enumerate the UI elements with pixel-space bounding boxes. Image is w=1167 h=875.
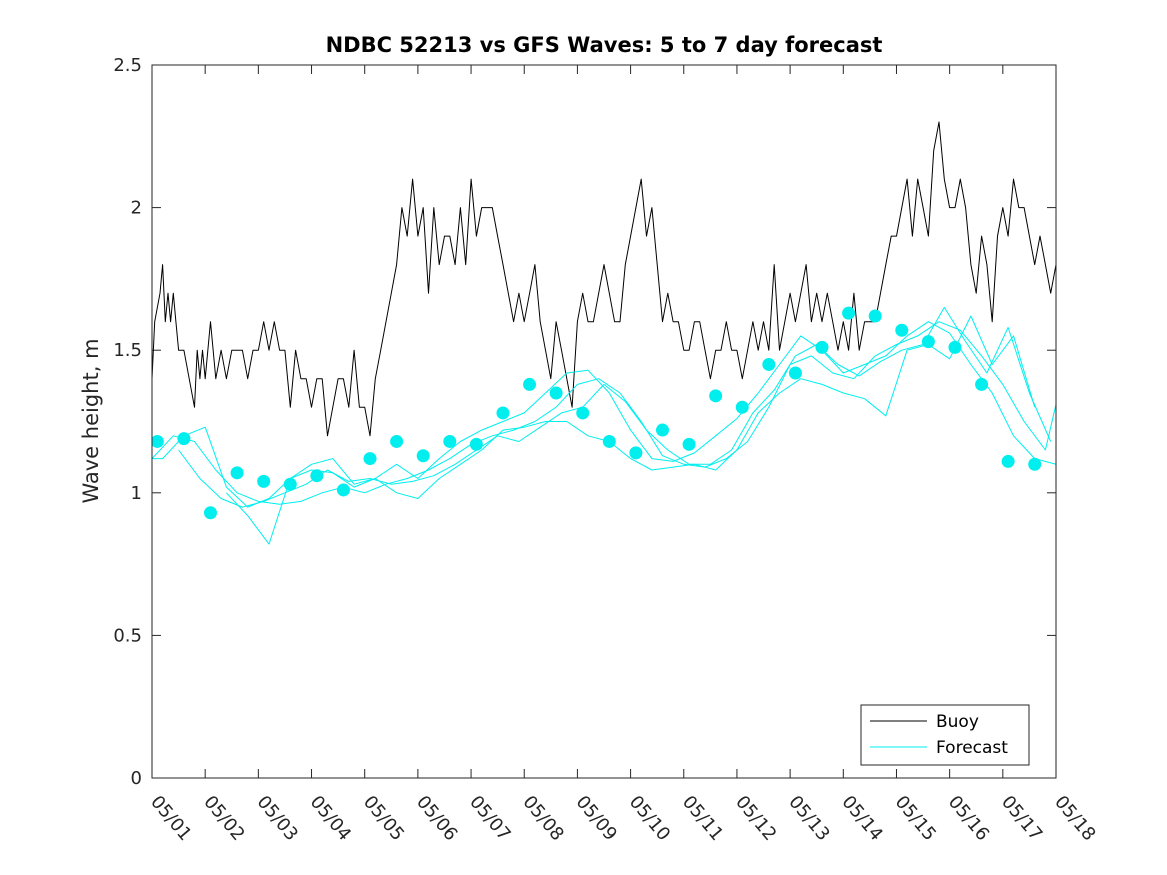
- forecast-marker: [363, 452, 377, 466]
- plot-frame: [151, 64, 1057, 779]
- forecast-marker: [336, 483, 350, 497]
- forecast-series-line: [152, 321, 1056, 505]
- forecast-marker: [576, 406, 590, 420]
- legend: Buoy Forecast: [860, 704, 1030, 766]
- x-tick-label: 05/10: [625, 792, 674, 845]
- forecast-marker: [868, 309, 882, 323]
- x-tick-label: 05/06: [412, 792, 461, 845]
- y-tick-label: 2: [131, 198, 142, 219]
- x-tick-label: 05/05: [359, 792, 408, 845]
- forecast-marker: [629, 446, 643, 460]
- x-tick-label: 05/18: [1050, 792, 1099, 845]
- forecast-marker: [523, 377, 537, 391]
- x-tick-label: 05/01: [146, 792, 195, 845]
- forecast-marker: [735, 400, 749, 414]
- x-tick-label: 05/11: [678, 792, 727, 845]
- x-tick-label: 05/12: [731, 792, 780, 845]
- forecast-marker: [549, 386, 563, 400]
- forecast-marker: [682, 437, 696, 451]
- forecast-marker: [257, 474, 271, 488]
- legend-box: [860, 704, 1030, 766]
- chart-title: NDBC 52213 vs GFS Waves: 5 to 7 day fore…: [326, 33, 883, 57]
- x-tick-label: 05/03: [253, 792, 302, 845]
- forecast-marker: [152, 434, 164, 448]
- y-tick-label: 0.5: [113, 625, 142, 646]
- x-tick-labels: 05/01 05/02 05/03 05/04 05/05 05/06 05/07 05/08…: [146, 792, 1099, 845]
- forecast-marker: [230, 466, 244, 480]
- x-tick-label: 05/04: [306, 792, 355, 845]
- forecast-series-line: [178, 306, 1052, 508]
- legend-forecast-label: Forecast: [936, 738, 1008, 758]
- forecast-marker: [895, 323, 909, 337]
- forecast-marker: [709, 389, 723, 403]
- y-tick-label: 1: [131, 483, 142, 504]
- x-tick-label: 05/07: [465, 792, 514, 845]
- x-tick-label: 05/16: [944, 792, 993, 845]
- forecast-marker: [416, 449, 430, 463]
- y-tick-labels: 0 0.5 1 1.5 2 2.5: [113, 55, 142, 789]
- forecast-marker: [496, 406, 510, 420]
- forecast-marker: [842, 306, 856, 320]
- y-tick-label: 0: [131, 768, 142, 789]
- forecast-marker: [443, 434, 457, 448]
- y-axis-label: Wave height, m: [79, 338, 103, 503]
- x-tick-label: 05/14: [837, 792, 886, 845]
- forecast-series-line: [226, 315, 1036, 545]
- x-tick-label: 05/02: [199, 792, 248, 845]
- x-tick-label: 05/08: [518, 792, 567, 845]
- y-tick-label: 2.5: [113, 55, 142, 76]
- x-tick-label: 05/09: [572, 792, 621, 845]
- forecast-marker: [975, 377, 989, 391]
- buoy-series-line: [152, 121, 1056, 437]
- forecast-marker: [762, 357, 776, 371]
- forecast-marker: [815, 340, 829, 354]
- forecast-marker: [203, 506, 217, 520]
- x-tick-label: 05/15: [891, 792, 940, 845]
- x-tick-label: 05/17: [997, 792, 1046, 845]
- plot-background: [152, 65, 1056, 778]
- forecast-marker: [1028, 457, 1042, 471]
- legend-buoy-label: Buoy: [936, 712, 979, 732]
- forecast-marker: [1001, 454, 1015, 468]
- x-tick-label: 05/13: [784, 792, 833, 845]
- forecast-marker: [788, 366, 802, 380]
- forecast-marker: [655, 423, 669, 437]
- forecast-marker: [390, 434, 404, 448]
- series-layer: [152, 121, 1056, 545]
- y-tick-label: 1.5: [113, 340, 142, 361]
